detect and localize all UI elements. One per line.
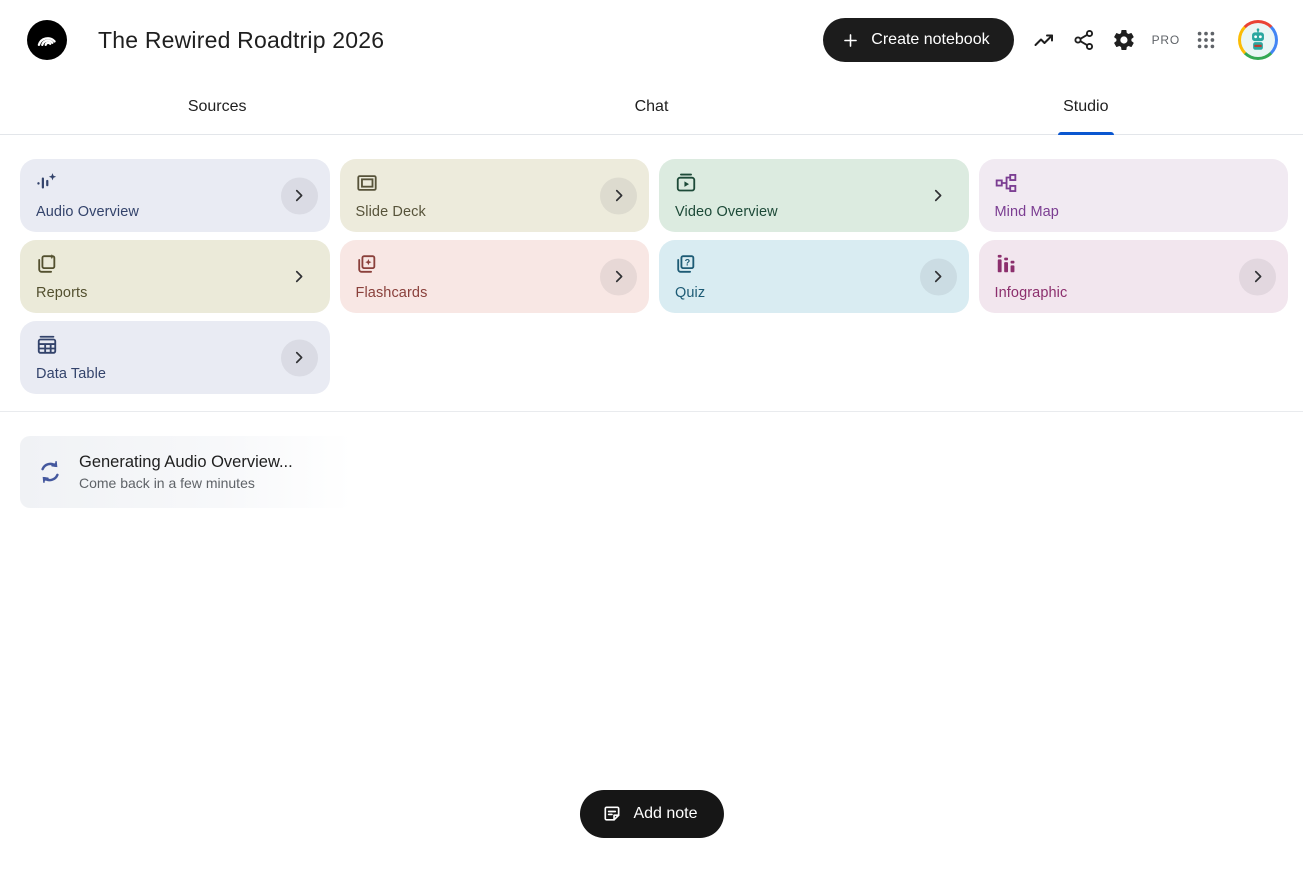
create-notebook-button[interactable]: Create notebook	[823, 18, 1014, 62]
reports-sparkle-icon	[36, 253, 58, 275]
studio-card-data-table[interactable]: Data Table	[20, 321, 330, 394]
generating-subtitle: Come back in a few minutes	[79, 475, 255, 491]
notebooklm-logo-icon[interactable]	[27, 20, 67, 60]
add-note-label: Add note	[633, 805, 698, 822]
audio-waveform-sparkle-icon	[36, 172, 58, 194]
tab-sources[interactable]: Sources	[0, 80, 434, 134]
studio-card-video-overview[interactable]: Video Overview	[659, 159, 969, 232]
mind-map-icon	[995, 172, 1017, 194]
chevron-right-icon[interactable]	[1239, 258, 1276, 295]
chevron-right-icon[interactable]	[281, 258, 318, 295]
note-icon	[601, 804, 621, 824]
create-notebook-label: Create notebook	[871, 31, 990, 48]
quiz-cards-icon: ?	[675, 253, 697, 275]
section-divider	[0, 411, 1303, 412]
notebook-title[interactable]: The Rewired Roadtrip 2026	[98, 26, 385, 53]
flashcards-star-icon	[356, 253, 378, 275]
tab-studio-label: Studio	[1063, 98, 1109, 115]
card-label: Quiz	[675, 285, 706, 301]
avatar[interactable]	[1238, 20, 1278, 60]
card-label: Mind Map	[994, 204, 1059, 220]
apps-grid-icon[interactable]	[1186, 20, 1226, 60]
tab-bar: Sources Chat Studio	[0, 80, 1303, 135]
share-icon[interactable]	[1064, 20, 1104, 60]
chevron-right-icon[interactable]	[600, 258, 637, 295]
studio-card-flashcards[interactable]: Flashcards	[339, 240, 649, 313]
tab-active-underline	[1057, 132, 1114, 135]
generating-text: Generating Audio Overview... Come back i…	[79, 453, 293, 491]
card-label: Video Overview	[675, 204, 778, 220]
studio-card-reports[interactable]: Reports	[20, 240, 330, 313]
studio-card-quiz[interactable]: ? Quiz	[659, 240, 969, 313]
studio-card-infographic[interactable]: Infographic	[978, 240, 1288, 313]
studio-card-grid: Audio Overview Slide Deck	[0, 135, 1303, 394]
data-table-icon	[36, 334, 58, 356]
sync-spinner-icon	[37, 459, 63, 485]
studio-card-audio-overview[interactable]: Audio Overview	[20, 159, 330, 232]
card-label: Data Table	[36, 366, 107, 382]
tab-sources-label: Sources	[187, 98, 247, 115]
plus-icon	[841, 31, 860, 50]
header: The Rewired Roadtrip 2026 Create noteboo…	[0, 0, 1303, 80]
settings-gear-icon[interactable]	[1104, 20, 1144, 60]
video-library-icon	[675, 172, 697, 194]
analytics-trending-up-icon[interactable]	[1024, 20, 1064, 60]
card-label: Reports	[36, 285, 88, 301]
tab-studio[interactable]: Studio	[869, 80, 1303, 135]
studio-card-mind-map[interactable]: Mind Map	[978, 159, 1288, 232]
card-label: Infographic	[994, 285, 1068, 301]
chevron-right-icon[interactable]	[600, 177, 637, 214]
tab-chat[interactable]: Chat	[434, 80, 868, 134]
chevron-right-icon[interactable]	[280, 177, 318, 214]
add-note-button[interactable]: Add note	[579, 790, 724, 838]
chevron-right-icon[interactable]	[280, 339, 318, 376]
chevron-right-icon[interactable]	[919, 258, 957, 295]
generating-title: Generating Audio Overview...	[79, 453, 293, 471]
card-label: Flashcards	[355, 285, 428, 301]
card-label: Audio Overview	[36, 204, 139, 220]
chevron-right-icon[interactable]	[920, 177, 957, 214]
studio-card-slide-deck[interactable]: Slide Deck	[339, 159, 649, 232]
avatar-robot-image	[1241, 23, 1275, 57]
tab-chat-label: Chat	[634, 98, 669, 115]
pro-badge: PRO	[1151, 33, 1180, 47]
generating-audio-overview-card[interactable]: Generating Audio Overview... Come back i…	[20, 436, 352, 508]
header-actions: Create notebook PRO	[823, 18, 1278, 62]
infographic-bars-icon	[995, 253, 1017, 275]
svg-text:?: ?	[685, 257, 691, 267]
slide-frame-icon	[356, 172, 378, 194]
card-label: Slide Deck	[355, 204, 426, 220]
